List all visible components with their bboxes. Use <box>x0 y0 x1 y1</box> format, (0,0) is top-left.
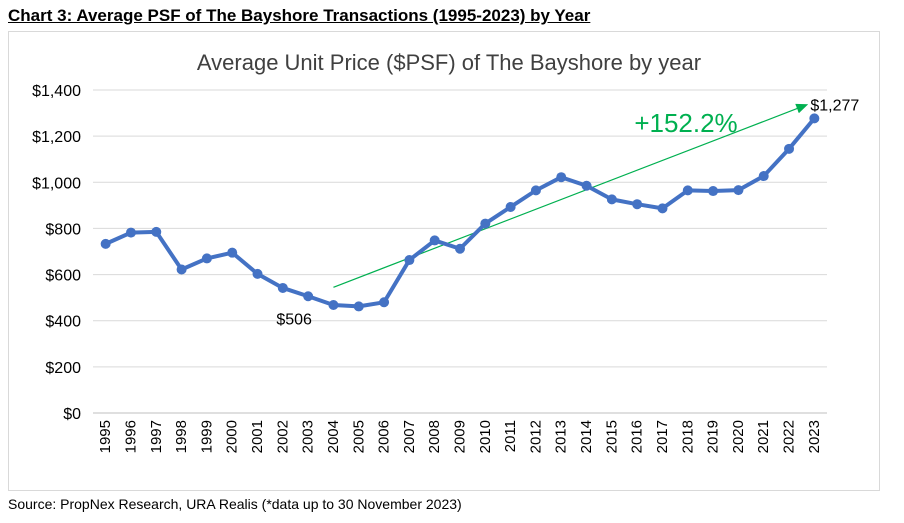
data-point-1998 <box>176 264 187 275</box>
x-tick-label: 2018 <box>679 420 696 453</box>
data-label-2003: $506 <box>276 311 312 328</box>
data-point-2010 <box>480 218 491 229</box>
x-tick-label: 2022 <box>781 420 798 453</box>
y-tick-label: $1,000 <box>32 175 81 192</box>
x-tick-label: 2015 <box>603 420 620 453</box>
x-tick-label: 2002 <box>274 420 291 453</box>
data-point-2016 <box>632 199 643 210</box>
x-tick-label: 2014 <box>578 420 595 453</box>
gridlines <box>93 89 827 414</box>
y-tick-label: $1,400 <box>32 83 81 100</box>
line-chart: Average Unit Price ($PSF) of The Bayshor… <box>32 50 859 453</box>
chart-title: Average Unit Price ($PSF) of The Bayshor… <box>197 50 701 75</box>
x-tick-label: 2010 <box>477 420 494 453</box>
y-tick-label: $0 <box>63 406 81 423</box>
x-tick-label: 2009 <box>452 420 469 453</box>
y-tick-label: $400 <box>45 314 81 331</box>
data-point-2007 <box>404 255 415 266</box>
x-tick-label: 2000 <box>224 420 241 453</box>
data-point-2012 <box>530 185 541 196</box>
data-point-2009 <box>455 243 465 254</box>
data-point-2013 <box>556 172 567 183</box>
x-tick-label: 2003 <box>300 420 317 453</box>
data-point-2011 <box>505 201 516 212</box>
x-tick-label: 2020 <box>730 420 747 453</box>
trend-annotation: +152.2% <box>333 103 809 288</box>
data-point-2023 <box>809 113 820 124</box>
x-tick-label: 2005 <box>350 420 367 453</box>
data-point-2001 <box>252 268 263 279</box>
y-tick-label: $800 <box>45 221 81 238</box>
data-point-2000 <box>227 247 238 258</box>
data-point-2005 <box>353 301 364 312</box>
x-tick-label: 2008 <box>426 420 443 453</box>
data-point-2018 <box>682 185 693 196</box>
data-point-2020 <box>733 185 744 196</box>
x-axis-tick-labels: 1995 1996 1997 1998 1999 2000 2001 2002 2003 2004… <box>97 420 823 453</box>
data-point-1999 <box>201 253 212 264</box>
source-note: Source: PropNex Research, URA Realis (*d… <box>8 496 462 512</box>
y-tick-label: $1,200 <box>32 129 81 146</box>
series-line-path <box>103 116 817 309</box>
x-tick-label: 2019 <box>705 420 722 453</box>
data-point-2022 <box>784 143 795 154</box>
data-point-2014 <box>581 180 592 191</box>
series-line <box>103 116 817 309</box>
data-labels: $506 $1,277 <box>276 97 859 328</box>
data-points <box>100 113 820 312</box>
x-tick-label: 1998 <box>173 420 190 453</box>
x-tick-label: 2007 <box>401 420 418 453</box>
data-point-1996 <box>125 227 136 238</box>
y-tick-label: $600 <box>45 268 81 285</box>
chart-heading: Chart 3: Average PSF of The Bayshore Tra… <box>8 6 591 25</box>
data-point-2004 <box>328 300 339 311</box>
x-tick-label: 1999 <box>198 420 215 453</box>
x-tick-label: 1995 <box>97 420 114 453</box>
data-point-2019 <box>708 186 719 197</box>
data-point-1995 <box>100 238 111 249</box>
y-tick-label: $200 <box>45 360 81 377</box>
x-tick-label: 2013 <box>553 420 570 453</box>
data-point-2015 <box>606 194 617 205</box>
chart-frame: Average Unit Price ($PSF) of The Bayshor… <box>8 31 880 491</box>
data-point-2017 <box>657 203 668 214</box>
x-tick-label: 2011 <box>502 420 519 452</box>
y-axis-tick-labels: $0 $200 $400 $600 $800 $1,000 $1,200 $1,400 <box>32 83 81 423</box>
data-point-2006 <box>379 297 390 308</box>
x-tick-label: 2001 <box>249 420 266 453</box>
x-tick-label: 2023 <box>806 420 823 453</box>
x-tick-label: 2016 <box>629 420 646 453</box>
data-point-2008 <box>429 235 440 246</box>
trend-change-label: +152.2% <box>634 108 737 138</box>
data-point-1997 <box>151 226 162 237</box>
x-tick-label: 2006 <box>376 420 393 453</box>
data-label-2023: $1,277 <box>810 97 859 114</box>
x-tick-label: 1997 <box>148 420 165 453</box>
data-point-2021 <box>758 171 769 182</box>
x-tick-label: 2012 <box>527 420 544 453</box>
x-tick-label: 2004 <box>325 420 342 453</box>
x-tick-label: 1996 <box>122 420 139 453</box>
data-point-2003 <box>303 291 314 302</box>
data-point-2002 <box>277 282 288 293</box>
x-tick-label: 2017 <box>654 420 671 453</box>
x-tick-label: 2021 <box>755 420 772 453</box>
